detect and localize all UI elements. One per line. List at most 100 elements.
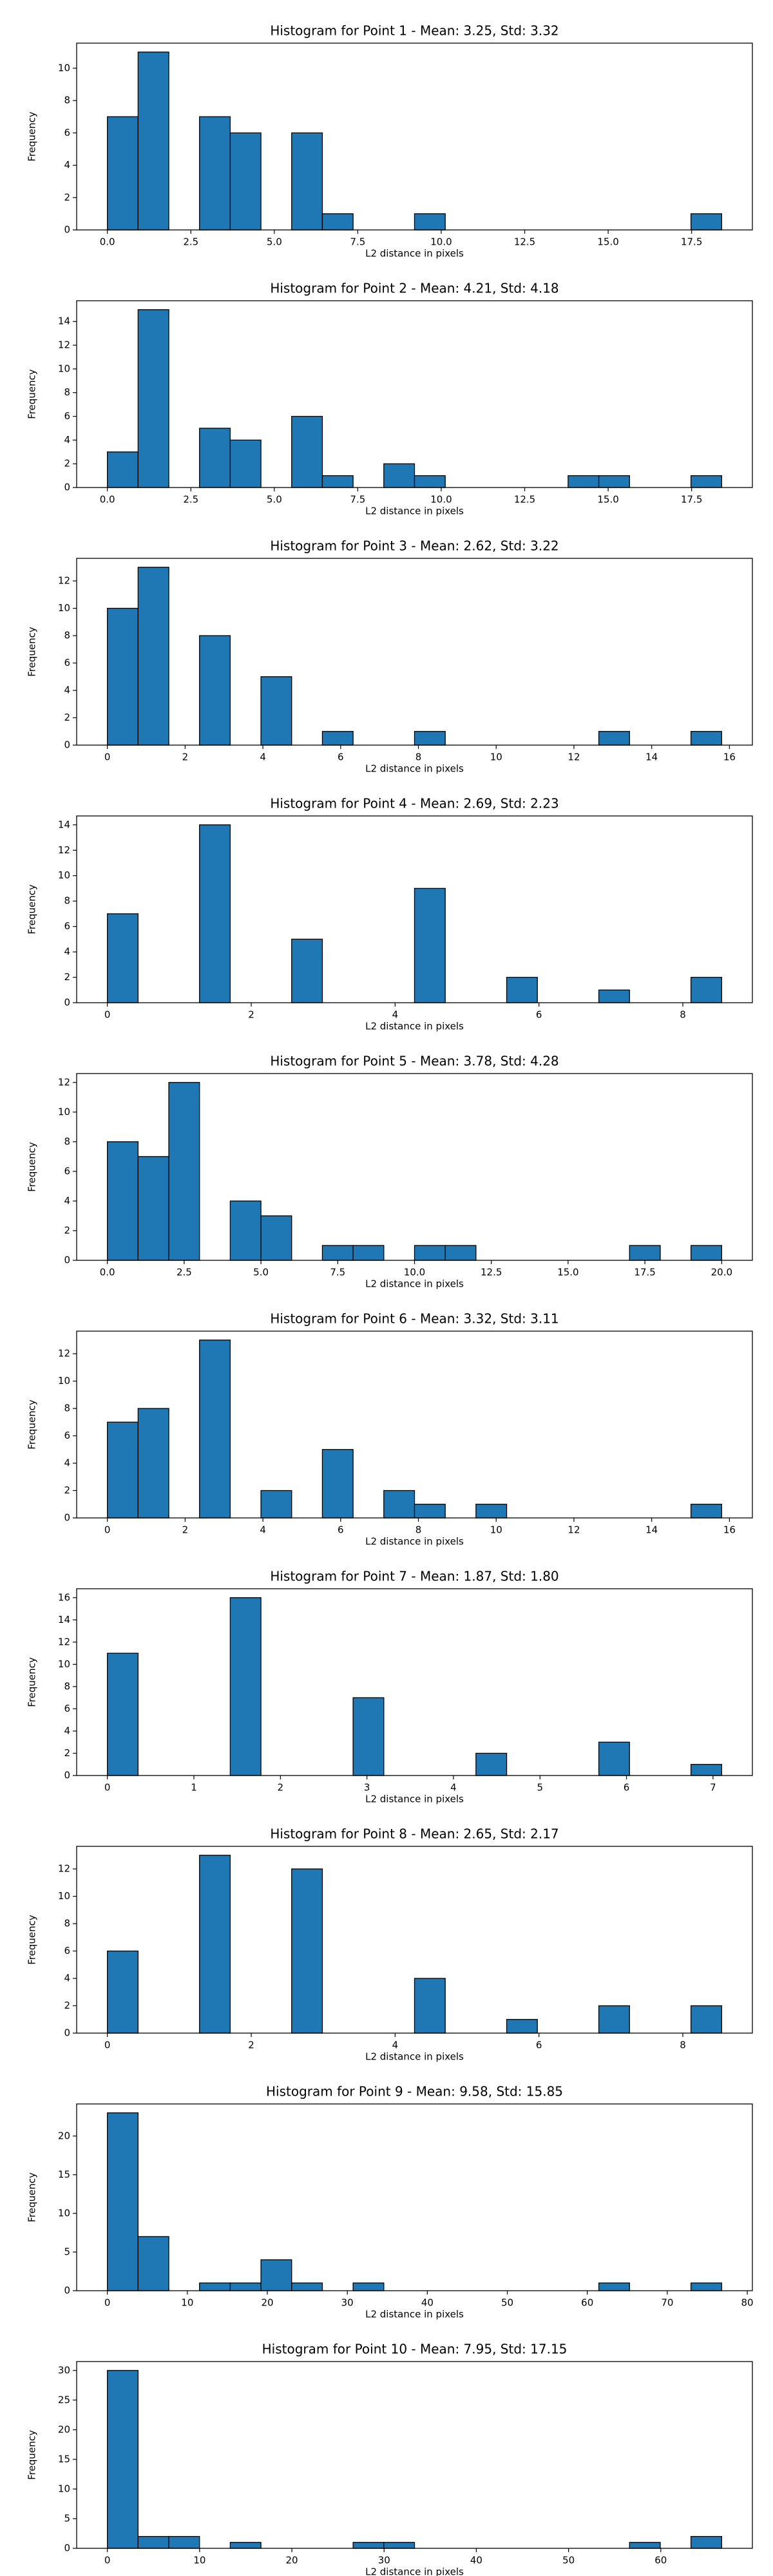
x-tick-label: 6 bbox=[536, 2040, 542, 2051]
bar bbox=[291, 415, 323, 488]
x-tick-label: 2 bbox=[182, 1524, 189, 1536]
bar bbox=[352, 2542, 385, 2549]
y-axis-label: Frequency bbox=[26, 1915, 38, 1965]
y-tick-label: 4 bbox=[64, 946, 70, 958]
x-tick-label: 4 bbox=[260, 752, 266, 763]
y-tick-label: 6 bbox=[64, 920, 70, 932]
bar bbox=[199, 116, 231, 231]
bar bbox=[199, 1340, 231, 1519]
x-axis-label: L2 distance in pixels bbox=[365, 2051, 464, 2063]
x-tick-label: 8 bbox=[680, 1009, 686, 1021]
subplot: Histogram for Point 1 - Mean: 3.25, Std:… bbox=[26, 23, 753, 260]
y-tick-label: 12 bbox=[58, 575, 70, 587]
x-axis-label: L2 distance in pixels bbox=[365, 1536, 464, 1548]
x-tick-label: 4 bbox=[392, 1009, 399, 1021]
axes-frame bbox=[76, 1846, 753, 2034]
subplot: Histogram for Point 5 - Mean: 3.78, Std:… bbox=[26, 1054, 753, 1290]
y-tick-label: 10 bbox=[58, 1890, 70, 1902]
subplot: Histogram for Point 8 - Mean: 2.65, Std:… bbox=[26, 1826, 753, 2063]
bar bbox=[475, 1752, 508, 1776]
y-tick-label: 8 bbox=[64, 386, 70, 398]
x-tick-label: 3 bbox=[364, 1782, 370, 1794]
x-tick-label: 5.0 bbox=[267, 236, 282, 248]
x-tick-label: 50 bbox=[501, 2297, 513, 2309]
bar bbox=[107, 1653, 139, 1776]
subplot: Histogram for Point 10 - Mean: 7.95, Std… bbox=[26, 2342, 753, 2576]
bar bbox=[321, 475, 354, 488]
bar bbox=[137, 2535, 169, 2549]
x-tick-label: 5.0 bbox=[253, 1267, 269, 1278]
subplot: Histogram for Point 2 - Mean: 4.21, Std:… bbox=[26, 281, 753, 517]
y-tick-label: 12 bbox=[58, 339, 70, 351]
y-tick-label: 0 bbox=[64, 2543, 70, 2554]
axes-frame bbox=[76, 1331, 753, 1519]
y-tick-label: 10 bbox=[58, 1375, 70, 1387]
y-tick-label: 6 bbox=[64, 1945, 70, 1956]
x-tick-label: 1 bbox=[191, 1782, 197, 1794]
bar bbox=[414, 1978, 446, 2034]
y-axis-label: Frequency bbox=[26, 1657, 38, 1707]
x-tick-label: 15.0 bbox=[557, 1267, 578, 1278]
chart-title: Histogram for Point 6 - Mean: 3.32, Std:… bbox=[270, 1311, 558, 1327]
bar bbox=[168, 1082, 200, 1261]
bar bbox=[598, 989, 630, 1003]
x-tick-label: 2.5 bbox=[183, 236, 198, 248]
bar bbox=[229, 1200, 262, 1261]
x-axis-label: L2 distance in pixels bbox=[365, 763, 464, 775]
y-tick-label: 6 bbox=[64, 1430, 70, 1441]
y-tick-label: 5 bbox=[64, 2512, 70, 2524]
bar bbox=[690, 475, 722, 488]
x-tick-label: 0 bbox=[104, 1009, 111, 1021]
bar bbox=[199, 824, 231, 1003]
bar bbox=[107, 1141, 139, 1261]
x-tick-label: 20 bbox=[261, 2297, 273, 2309]
y-tick-label: 4 bbox=[64, 159, 70, 171]
bar bbox=[291, 2282, 323, 2291]
subplot: Histogram for Point 3 - Mean: 2.62, Std:… bbox=[26, 538, 753, 775]
chart-title: Histogram for Point 4 - Mean: 2.69, Std:… bbox=[270, 796, 558, 811]
x-tick-label: 2 bbox=[248, 2040, 254, 2051]
x-tick-label: 6 bbox=[338, 752, 344, 763]
x-tick-label: 0 bbox=[104, 1782, 111, 1794]
bar bbox=[321, 731, 354, 746]
y-tick-label: 20 bbox=[58, 2130, 70, 2141]
y-tick-label: 6 bbox=[64, 410, 70, 422]
y-tick-label: 2 bbox=[64, 1224, 70, 1236]
y-tick-label: 6 bbox=[64, 1165, 70, 1177]
y-tick-label: 2 bbox=[64, 1484, 70, 1496]
subplot: Histogram for Point 9 - Mean: 9.58, Std:… bbox=[26, 2084, 754, 2320]
bar bbox=[444, 1245, 477, 1261]
bar bbox=[414, 731, 446, 746]
bar bbox=[107, 1421, 139, 1519]
bar bbox=[598, 2282, 630, 2291]
y-tick-label: 0 bbox=[64, 482, 70, 493]
bar bbox=[506, 976, 538, 1003]
bar bbox=[107, 1950, 139, 2034]
y-tick-label: 0 bbox=[64, 2027, 70, 2039]
y-tick-label: 4 bbox=[64, 434, 70, 446]
axes-frame bbox=[76, 43, 753, 231]
x-tick-label: 10 bbox=[490, 752, 502, 763]
bar bbox=[352, 1245, 385, 1261]
bar bbox=[229, 2282, 262, 2291]
x-axis-label: L2 distance in pixels bbox=[365, 248, 464, 260]
y-tick-label: 14 bbox=[58, 1614, 70, 1625]
chart-title: Histogram for Point 2 - Mean: 4.21, Std:… bbox=[270, 281, 558, 296]
x-tick-label: 7.5 bbox=[350, 236, 365, 248]
y-tick-label: 0 bbox=[64, 997, 70, 1009]
subplot: Histogram for Point 6 - Mean: 3.32, Std:… bbox=[26, 1311, 753, 1548]
y-tick-label: 10 bbox=[58, 2483, 70, 2494]
subplot: Histogram for Point 7 - Mean: 1.87, Std:… bbox=[26, 1569, 753, 1805]
x-tick-label: 0 bbox=[104, 2555, 111, 2566]
axes-frame bbox=[76, 815, 753, 1003]
x-tick-label: 2.5 bbox=[183, 494, 198, 506]
x-tick-label: 14 bbox=[645, 1524, 658, 1536]
bar bbox=[229, 439, 262, 488]
y-tick-label: 5 bbox=[64, 2246, 70, 2257]
x-tick-label: 2 bbox=[248, 1009, 254, 1021]
x-tick-label: 4 bbox=[260, 1524, 266, 1536]
x-tick-label: 15.0 bbox=[597, 236, 618, 248]
chart-title: Histogram for Point 3 - Mean: 2.62, Std:… bbox=[270, 538, 558, 554]
y-tick-label: 2 bbox=[64, 1747, 70, 1759]
y-tick-label: 12 bbox=[58, 1076, 70, 1088]
